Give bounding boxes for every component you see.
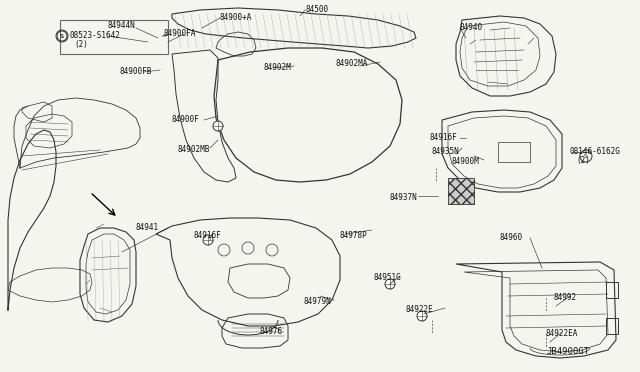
Bar <box>60 20 168 54</box>
Circle shape <box>385 279 395 289</box>
Text: S: S <box>60 33 64 38</box>
Text: 84916F: 84916F <box>194 231 221 241</box>
Bar <box>606 318 618 334</box>
Text: JB4900GT: JB4900GT <box>546 347 589 356</box>
Text: 84944N: 84944N <box>108 22 136 31</box>
Text: 84937N: 84937N <box>390 193 418 202</box>
Text: 84500: 84500 <box>305 6 328 15</box>
Text: 84900M: 84900M <box>452 157 480 167</box>
Text: 84979N: 84979N <box>304 298 332 307</box>
Circle shape <box>213 121 223 131</box>
Text: (2): (2) <box>74 39 88 48</box>
Text: (2): (2) <box>576 157 590 166</box>
Text: 84922EA: 84922EA <box>546 330 579 339</box>
Circle shape <box>417 311 427 321</box>
Text: S: S <box>60 33 64 38</box>
Text: 84941: 84941 <box>136 224 159 232</box>
Text: 84900FB: 84900FB <box>120 67 152 77</box>
Bar <box>498 142 530 162</box>
Text: 84900F: 84900F <box>172 115 200 125</box>
Text: 84900FA: 84900FA <box>164 29 196 38</box>
Text: 08523-S1642: 08523-S1642 <box>69 32 120 41</box>
Text: 84902M: 84902M <box>264 62 292 71</box>
Text: 84951G: 84951G <box>374 273 402 282</box>
Text: 84935N: 84935N <box>432 148 460 157</box>
Bar <box>448 178 474 204</box>
Bar <box>606 282 618 298</box>
Text: 84902MA: 84902MA <box>335 60 367 68</box>
Text: 84902MB: 84902MB <box>178 145 211 154</box>
Text: 84922E: 84922E <box>405 305 433 314</box>
Text: 84940: 84940 <box>460 23 483 32</box>
Text: 84916F: 84916F <box>430 134 458 142</box>
Text: 84978P: 84978P <box>340 231 368 241</box>
Circle shape <box>203 235 213 245</box>
Text: 84976: 84976 <box>260 327 283 337</box>
Text: 08146-6162G: 08146-6162G <box>570 148 621 157</box>
Text: 84960: 84960 <box>500 234 523 243</box>
Text: S: S <box>584 154 588 158</box>
Text: 84992: 84992 <box>554 294 577 302</box>
Text: 84900+A: 84900+A <box>220 13 252 22</box>
